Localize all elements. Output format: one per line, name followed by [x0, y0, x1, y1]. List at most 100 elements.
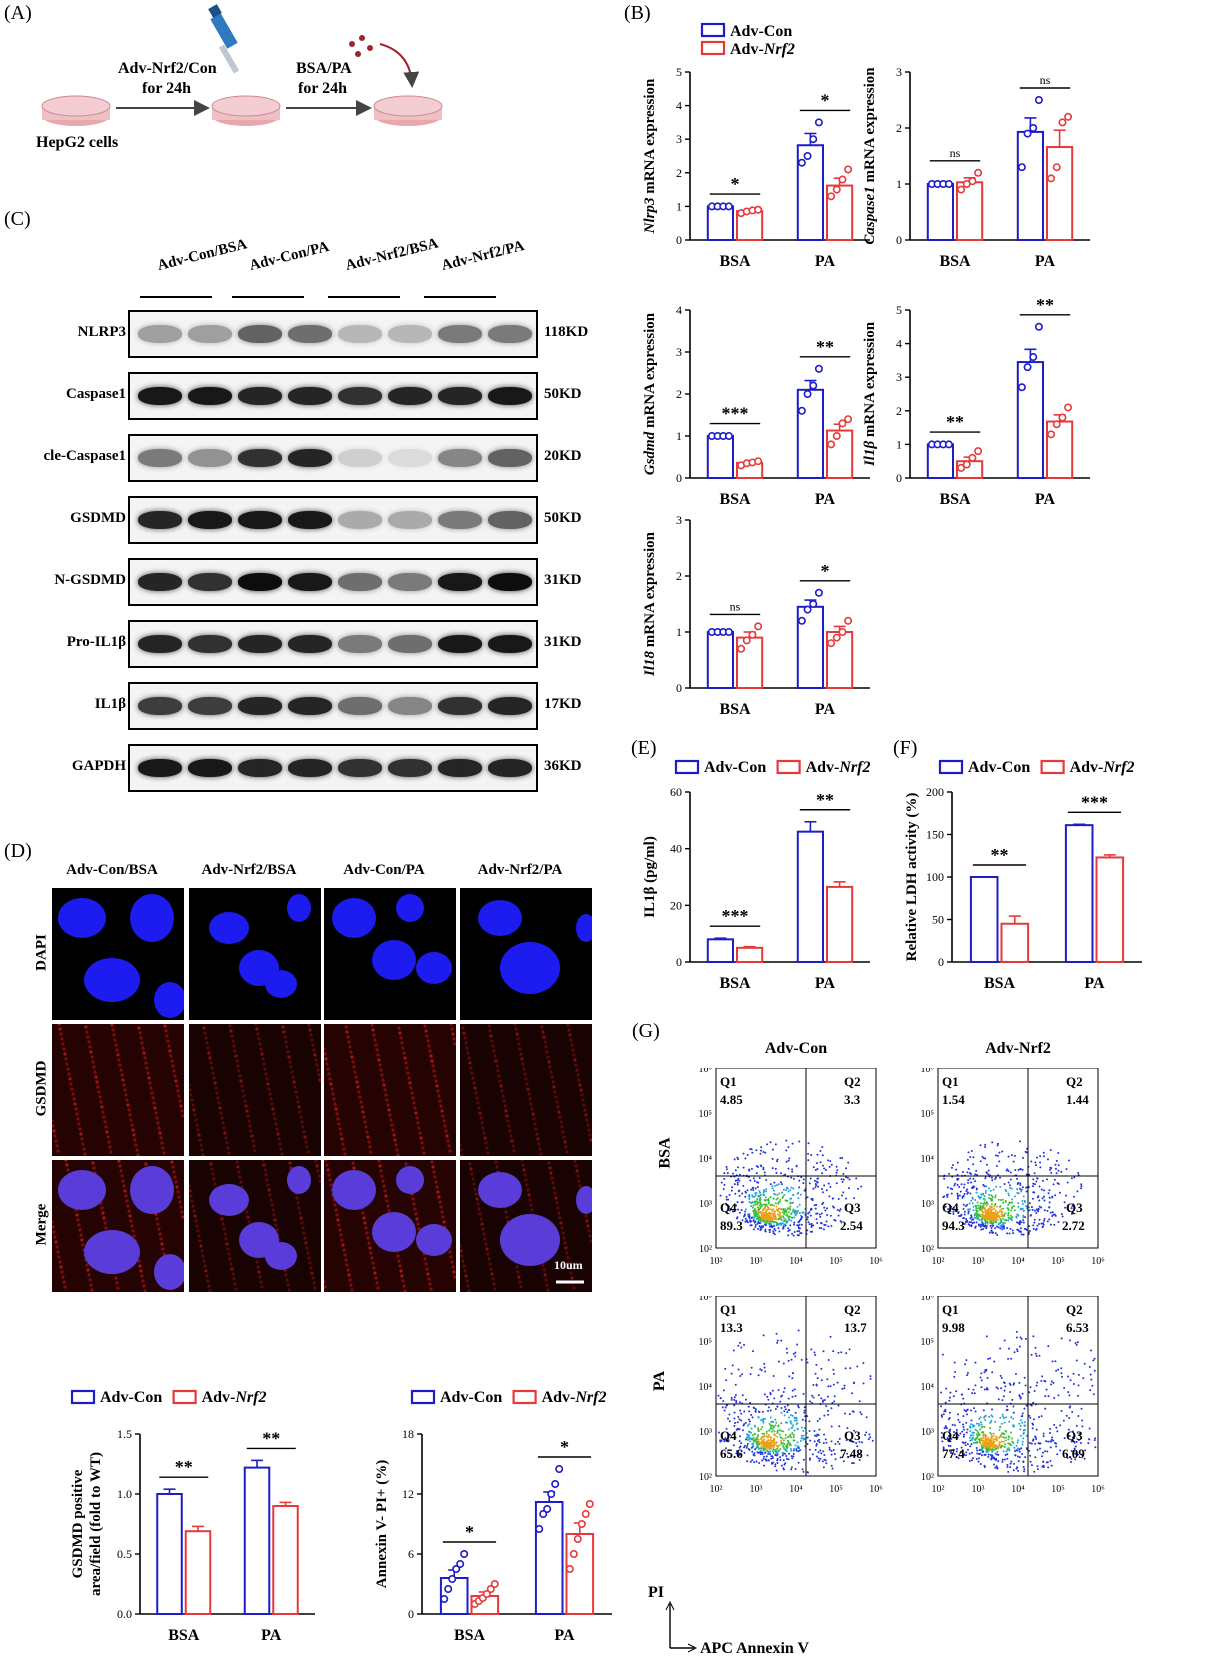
x-category-label: PA — [815, 701, 836, 718]
wb-blot-strip — [128, 496, 538, 544]
y-tick-label: 40 — [670, 842, 682, 856]
wb-band — [388, 759, 432, 777]
wb-band — [388, 697, 432, 715]
data-point — [1058, 118, 1067, 127]
wb-band — [388, 635, 432, 653]
bar — [706, 631, 734, 689]
data-point — [486, 1585, 495, 1594]
y-tick-label: 0.5 — [117, 1547, 132, 1561]
data-point — [1047, 430, 1056, 439]
wb-band — [288, 759, 332, 777]
wb-band — [138, 387, 182, 405]
if-image — [478, 900, 592, 994]
wb-band — [288, 573, 332, 591]
data-point — [724, 627, 733, 636]
significance-label: ** — [262, 1428, 280, 1448]
wb-band — [238, 387, 282, 405]
y-tick-label: 4 — [896, 337, 902, 351]
wb-band — [188, 573, 232, 591]
data-point — [754, 622, 763, 631]
data-point — [827, 192, 836, 201]
wb-band — [338, 387, 382, 405]
facs-q1-value: 13.3 — [720, 1320, 743, 1335]
facs-y-tick: 10⁵ — [921, 1337, 935, 1348]
legend-label-nrf2: Adv-Nrf2 — [202, 1389, 267, 1406]
bar — [1016, 361, 1044, 479]
if-image-panel — [460, 1160, 592, 1292]
x-category-label: PA — [261, 1627, 282, 1644]
data-point — [1034, 96, 1043, 105]
y-axis-label: Il1β mRNA expression — [862, 321, 878, 467]
data-point — [551, 1480, 560, 1489]
significance-label: * — [731, 174, 740, 194]
facs-q2-label: Q2 — [1066, 1074, 1083, 1089]
if-image-panel — [189, 1160, 321, 1292]
data-point — [1034, 322, 1043, 331]
panel-label-e: (E) — [631, 737, 657, 759]
wb-blot-strip — [128, 372, 538, 420]
x-category-label: BSA — [984, 975, 1016, 992]
facs-x-tick: 10³ — [750, 1484, 763, 1495]
legend-d1: Adv-Con Adv-Nrf2 — [70, 1389, 267, 1406]
data-point — [944, 440, 953, 449]
dish-2 — [211, 95, 281, 126]
wb-band — [188, 387, 232, 405]
bar — [826, 885, 854, 964]
significance-label: ns — [730, 599, 741, 613]
data-point — [797, 616, 806, 625]
facs-q3-value: 2.54 — [840, 1218, 863, 1233]
y-tick-label: 18 — [402, 1427, 414, 1441]
data-point — [448, 1575, 457, 1584]
data-point — [1052, 163, 1061, 172]
facs-q4-value: 65.6 — [720, 1446, 743, 1461]
if-column-label: Adv-Con/BSA — [66, 862, 158, 878]
x-category-label: PA — [1084, 975, 1105, 992]
facs-y-tick: 10⁶ — [699, 1296, 713, 1303]
bar — [706, 205, 734, 241]
legend-swatch-nrf2 — [512, 1389, 537, 1405]
y-tick-label: 3 — [676, 513, 682, 527]
y-axis-label: Gsdmd mRNA expression — [642, 312, 658, 475]
facs-q4-label: Q4 — [942, 1428, 959, 1443]
wb-band — [488, 697, 532, 715]
bar — [565, 1533, 595, 1615]
significance-label: *** — [1081, 792, 1108, 812]
y-tick-label: 0 — [676, 471, 682, 485]
wb-kd-label: 36KD — [544, 758, 582, 774]
significance-label: ns — [1040, 73, 1051, 87]
y-tick-label: 5 — [896, 303, 902, 317]
x-category-label: PA — [1035, 253, 1056, 270]
dish-1 — [41, 95, 111, 126]
wb-blot-strip — [128, 682, 538, 730]
wb-band — [288, 387, 332, 405]
facs-q2-label: Q2 — [844, 1302, 861, 1317]
data-point — [832, 185, 841, 194]
wb-band — [238, 635, 282, 653]
data-point — [797, 158, 806, 167]
y-tick-label: 100 — [926, 870, 944, 884]
data-point — [968, 453, 977, 462]
if-image — [189, 1160, 321, 1292]
significance-label: * — [821, 561, 830, 581]
y-axis-label: Nlrp3 mRNA expression — [642, 78, 658, 234]
wb-band — [388, 511, 432, 529]
schematic-diagram — [41, 4, 443, 126]
wb-band — [188, 697, 232, 715]
wb-band — [138, 449, 182, 467]
wb-lane-line — [140, 296, 212, 298]
wb-kd-label: 50KD — [544, 510, 582, 526]
y-tick-label: 3 — [896, 65, 902, 79]
y-tick-label: 0 — [676, 681, 682, 695]
wb-band — [138, 635, 182, 653]
data-point — [742, 636, 751, 645]
data-point — [1029, 353, 1038, 362]
wb-band — [338, 511, 382, 529]
significance-label: *** — [722, 404, 749, 424]
facs-axis-arrows — [665, 1600, 698, 1653]
legend-label-nrf2: Adv-Nrf2 — [730, 41, 795, 58]
bar — [184, 1530, 212, 1615]
data-point — [844, 616, 853, 625]
significance-label: * — [821, 90, 830, 110]
